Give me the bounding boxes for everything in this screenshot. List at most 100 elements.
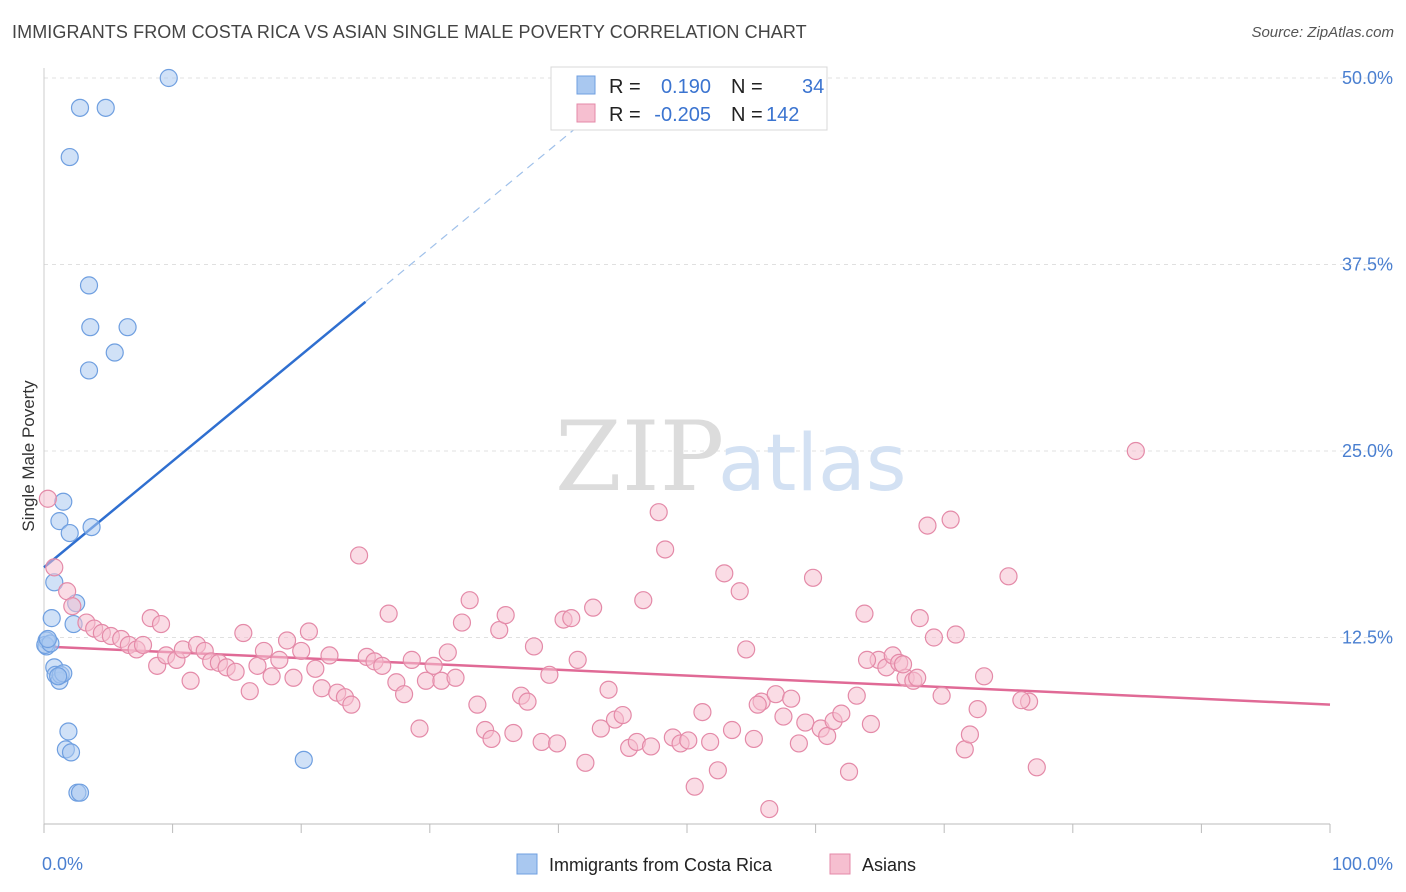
legend-r-label: R = bbox=[609, 104, 641, 126]
asians-point bbox=[402, 650, 421, 669]
asians-point bbox=[306, 659, 325, 678]
costa-rica-point bbox=[79, 361, 99, 380]
asians-point bbox=[373, 656, 392, 675]
asians-point bbox=[641, 737, 661, 756]
asians-point bbox=[766, 685, 785, 704]
costa-rica-point bbox=[42, 609, 61, 628]
asians-point bbox=[548, 734, 567, 753]
asians-point bbox=[679, 731, 698, 750]
asians-point bbox=[599, 680, 618, 699]
asians-point bbox=[482, 729, 501, 749]
asians-point bbox=[1126, 441, 1145, 461]
asians-point bbox=[584, 598, 603, 617]
asians-point bbox=[715, 564, 734, 583]
asians-point bbox=[803, 568, 823, 587]
legend-n-value: 142 bbox=[766, 104, 799, 126]
legend-n-label: N = bbox=[731, 104, 763, 126]
asians-point bbox=[342, 695, 361, 714]
asians-point bbox=[524, 637, 544, 656]
asians-point bbox=[782, 689, 801, 708]
bottom-legend-label: Immigrants from Costa Rica bbox=[549, 855, 773, 875]
watermark-zip: ZIP bbox=[555, 401, 724, 513]
asians-point bbox=[908, 668, 927, 687]
points bbox=[36, 68, 1145, 819]
y-tick-labels: 12.5% 25.0% 37.5% 50.0% bbox=[1342, 68, 1393, 648]
chart-title: IMMIGRANTS FROM COSTA RICA VS ASIAN SING… bbox=[12, 22, 807, 42]
asians-point bbox=[226, 662, 245, 681]
costa-rica-trend-extension bbox=[365, 99, 611, 303]
asians-point bbox=[1027, 758, 1046, 777]
costa-rica-point bbox=[159, 68, 178, 88]
asians-point bbox=[496, 606, 515, 625]
costa-rica-point bbox=[70, 98, 90, 117]
bottom-legend-label: Asians bbox=[862, 855, 916, 875]
asians-point bbox=[855, 604, 874, 623]
asians-point bbox=[424, 656, 443, 675]
costa-rica-point bbox=[96, 98, 115, 117]
asians-point bbox=[284, 668, 303, 687]
y-tick-label: 12.5% bbox=[1342, 628, 1393, 648]
x-tick-label: 100.0% bbox=[1332, 854, 1393, 874]
asians-point bbox=[394, 685, 414, 704]
asians-point bbox=[292, 641, 311, 661]
asians-point bbox=[796, 713, 815, 732]
watermark: ZIP atlas bbox=[555, 401, 907, 513]
y-tick-label: 50.0% bbox=[1342, 68, 1393, 88]
costa-rica-point bbox=[61, 743, 81, 762]
costa-rica-point bbox=[60, 147, 79, 167]
asians-point bbox=[540, 665, 559, 684]
asians-point bbox=[181, 671, 200, 690]
asians-point bbox=[861, 714, 880, 734]
asians-point bbox=[634, 591, 653, 610]
asians-point bbox=[832, 704, 851, 723]
asians-point bbox=[649, 503, 668, 522]
asians-point bbox=[968, 700, 987, 719]
asians-point bbox=[63, 597, 82, 616]
asians-point bbox=[532, 732, 551, 752]
asians-point bbox=[789, 734, 808, 753]
asians-point bbox=[299, 622, 319, 641]
asians-point bbox=[893, 655, 913, 674]
legend-r-value: -0.205 bbox=[654, 104, 711, 126]
y-axis-label: Single Male Poverty bbox=[19, 380, 38, 532]
asians-point bbox=[613, 705, 632, 725]
costa-rica-point bbox=[50, 512, 69, 531]
asians-point bbox=[379, 604, 398, 623]
asians-point bbox=[133, 635, 153, 655]
x-tick-label: 0.0% bbox=[42, 854, 83, 874]
asians-point bbox=[438, 643, 457, 662]
asians-point bbox=[468, 695, 487, 714]
watermark-atlas: atlas bbox=[718, 419, 907, 509]
asians-point bbox=[240, 682, 259, 701]
costa-rica-point bbox=[82, 517, 101, 537]
asians-point bbox=[151, 614, 171, 634]
asians-point bbox=[410, 719, 429, 738]
asians-point bbox=[349, 546, 369, 565]
asians-point bbox=[701, 732, 720, 752]
asians-point bbox=[45, 558, 64, 577]
legend-r-label: R = bbox=[609, 76, 641, 98]
asians-point bbox=[857, 650, 877, 669]
asians-point bbox=[960, 725, 980, 744]
asians-point bbox=[847, 686, 866, 705]
asians-point bbox=[941, 510, 960, 529]
asians-point bbox=[748, 695, 767, 714]
costa-rica-point bbox=[105, 343, 124, 362]
asians-point bbox=[730, 582, 749, 601]
legend-n-label: N = bbox=[731, 76, 763, 98]
x-tick-labels: 0.0% 100.0% bbox=[42, 854, 1393, 874]
chart-source: Source: ZipAtlas.com bbox=[1251, 24, 1394, 41]
costa-rica-point bbox=[60, 523, 79, 543]
asians-point bbox=[974, 667, 994, 686]
asians-point bbox=[693, 702, 712, 722]
asians-point bbox=[722, 720, 742, 740]
legend-n-value: 34 bbox=[802, 76, 824, 98]
asians-point bbox=[234, 623, 253, 643]
costa-rica-point bbox=[59, 722, 78, 741]
costa-rica-point bbox=[70, 783, 90, 802]
costa-rica-point bbox=[81, 318, 100, 337]
asians-point bbox=[416, 671, 436, 690]
y-tick-label: 25.0% bbox=[1342, 441, 1393, 461]
costa-rica-point bbox=[118, 318, 137, 337]
